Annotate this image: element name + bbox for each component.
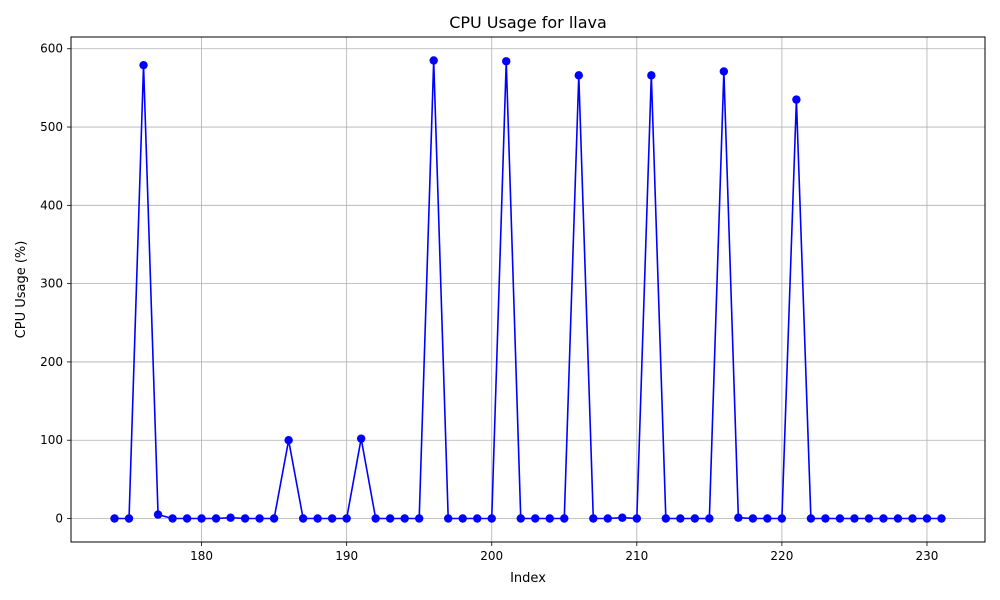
y-tick-label: 500 (40, 120, 63, 134)
data-point (444, 514, 453, 523)
plot-frame (70, 36, 986, 543)
data-point (182, 514, 192, 523)
data-point (574, 71, 583, 80)
data-point (632, 514, 642, 523)
data-point (255, 514, 264, 523)
series-line (114, 60, 942, 520)
data-point (719, 67, 729, 76)
data-point (893, 514, 903, 523)
axis-ticks: 180 190 200 210 220 230 0 100 200 300 400 500 600 (40, 42, 938, 563)
y-tick-label: 100 (40, 433, 63, 447)
data-point (748, 514, 758, 523)
x-tick-label: 180 (190, 549, 213, 563)
data-point (385, 514, 395, 523)
data-point (850, 514, 859, 523)
x-tick-label: 190 (335, 549, 358, 563)
data-point (589, 514, 598, 523)
data-point (168, 514, 177, 523)
data-point (429, 56, 438, 65)
x-tick-label: 210 (625, 549, 648, 563)
y-tick-label: 600 (40, 42, 63, 56)
y-tick-label: 400 (40, 198, 63, 212)
data-point (864, 514, 874, 523)
series-layer (110, 56, 946, 523)
data-point (487, 514, 496, 523)
data-point (298, 514, 308, 523)
data-point (371, 514, 380, 523)
data-point (240, 514, 250, 523)
data-point (922, 514, 932, 523)
data-point (763, 514, 772, 523)
data-point (356, 434, 366, 443)
data-point (211, 514, 221, 523)
data-point (124, 514, 134, 523)
data-point (284, 436, 293, 445)
data-point (327, 514, 337, 523)
data-point (153, 510, 163, 519)
data-point (269, 514, 279, 523)
data-point (110, 514, 119, 523)
data-point (502, 57, 511, 66)
data-point (618, 513, 627, 522)
data-point (313, 514, 322, 523)
y-tick-label: 200 (40, 355, 63, 369)
data-point (792, 95, 801, 104)
x-tick-label: 220 (770, 549, 793, 563)
data-point (545, 514, 554, 523)
data-point (705, 514, 714, 523)
chart-title: CPU Usage for llava (449, 13, 607, 32)
grid-lines (71, 37, 985, 542)
y-axis-title: CPU Usage (%) (14, 241, 29, 339)
data-point (661, 514, 671, 523)
y-tick-label: 300 (40, 277, 63, 291)
data-point (908, 514, 917, 523)
data-point (777, 514, 787, 523)
data-point (342, 514, 351, 523)
data-point (560, 514, 569, 523)
data-point (879, 514, 888, 523)
data-point (197, 514, 206, 523)
x-tick-label: 230 (916, 549, 939, 563)
data-point (458, 514, 467, 523)
data-point (690, 514, 700, 523)
data-point (937, 514, 946, 523)
data-point (139, 60, 148, 70)
data-point (531, 514, 540, 523)
data-point (806, 514, 816, 523)
x-tick-label: 200 (480, 549, 503, 563)
y-tick-label: 0 (55, 512, 63, 526)
data-point (603, 514, 612, 523)
data-point (226, 513, 235, 522)
data-point (400, 514, 409, 523)
data-point (821, 514, 830, 523)
x-axis-title: Index (510, 571, 546, 586)
data-point (473, 514, 482, 523)
data-point (647, 71, 656, 80)
data-point (516, 514, 525, 523)
data-point (734, 513, 743, 522)
data-point (835, 514, 845, 523)
data-point (676, 514, 685, 523)
data-point (414, 514, 424, 523)
